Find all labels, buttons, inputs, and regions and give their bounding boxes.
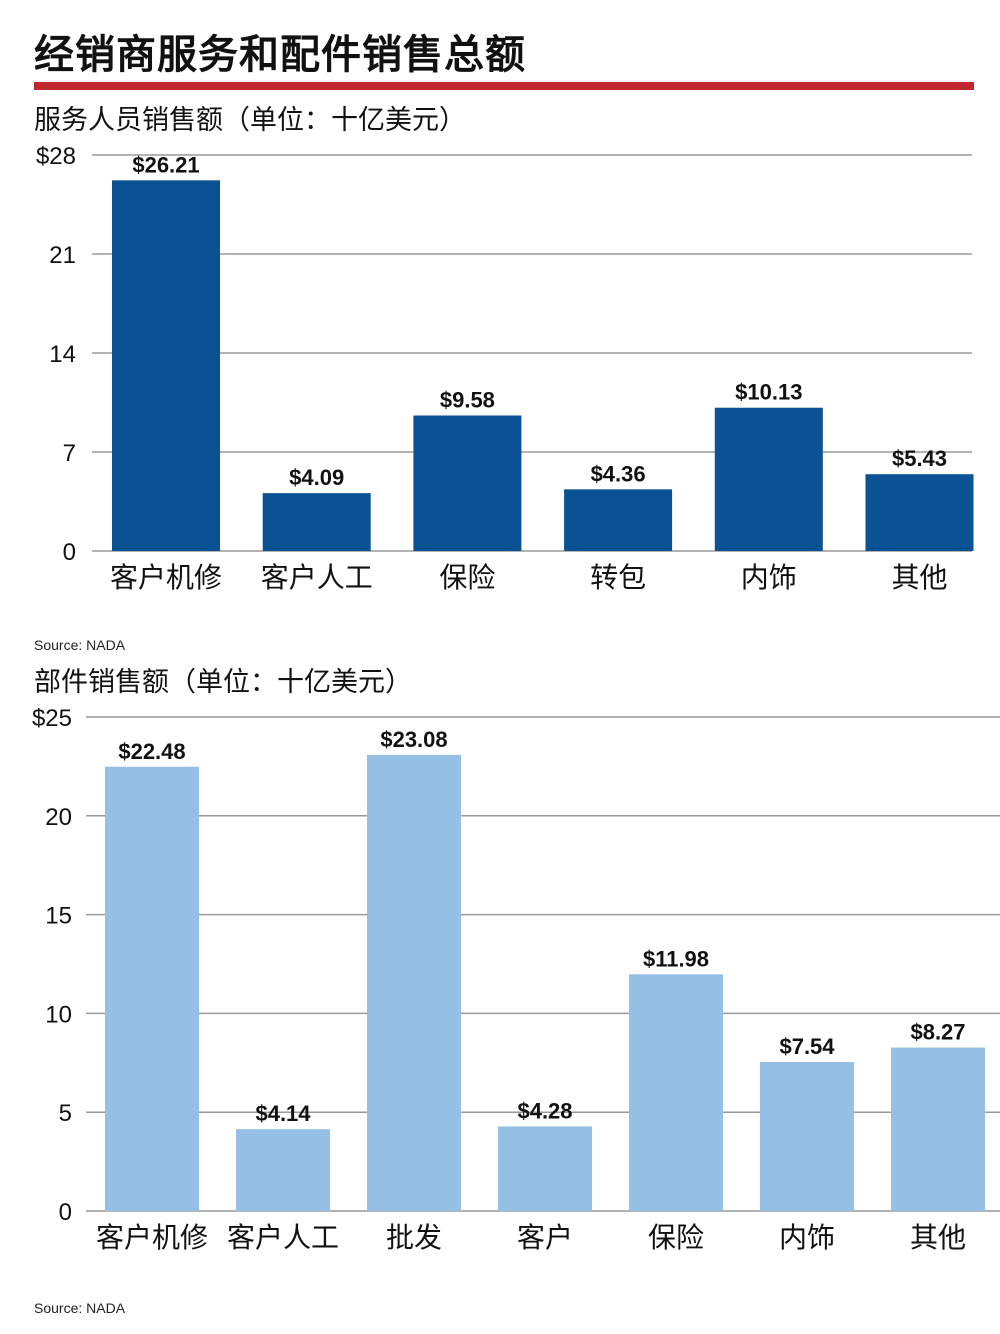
chart1-source: Source: NADA (34, 637, 126, 653)
y-tick-label: 7 (63, 440, 76, 467)
y-tick-label: 0 (59, 1199, 72, 1226)
bar-value-label: $4.14 (255, 1101, 311, 1126)
y-tick-label: $28 (36, 143, 76, 170)
bar-value-label: $26.21 (132, 152, 199, 177)
category-label: 客户机修 (96, 1221, 208, 1254)
bar (112, 180, 220, 551)
bar-value-label: $9.58 (440, 388, 495, 413)
y-tick-label: 20 (45, 804, 72, 831)
chart2-source: Source: NADA (34, 1300, 126, 1316)
bar-value-label: $10.13 (735, 380, 802, 405)
bar (498, 1126, 592, 1211)
chart2-title: 部件销售额（单位：十亿美元） (34, 667, 412, 698)
bar-value-label: $22.48 (118, 739, 185, 764)
title-rule (34, 82, 974, 90)
bar-value-label: $7.54 (779, 1034, 835, 1059)
bar (564, 489, 673, 551)
y-tick-label: 15 (45, 903, 72, 930)
y-tick-label: 21 (49, 242, 76, 269)
category-label: 客户人工 (227, 1221, 339, 1254)
y-tick-label: 5 (59, 1100, 72, 1127)
bar-value-label: $4.36 (591, 461, 646, 486)
bar (367, 754, 461, 1211)
category-label: 客户 (517, 1221, 573, 1254)
category-label: 内饰 (741, 561, 797, 594)
y-tick-label: 0 (63, 539, 76, 566)
category-label: 客户机修 (110, 561, 222, 594)
bar (760, 1062, 854, 1211)
bar (236, 1129, 330, 1211)
bar (865, 474, 974, 551)
bar (629, 974, 723, 1211)
parts-sales-chart: 0 5 10 15 20 $25 $22.48 客户机修 $4.14 客户人工 $23.08 批发 $4… (32, 705, 1000, 1254)
y-tick-label: 10 (45, 1001, 72, 1028)
category-label: 保险 (648, 1221, 704, 1254)
chart1-title: 服务人员销售额（单位：十亿美元） (34, 105, 466, 136)
y-tick-label: $25 (32, 705, 72, 732)
category-label: 保险 (439, 561, 495, 594)
bar (714, 407, 823, 551)
bar (262, 493, 371, 551)
category-label: 客户人工 (261, 561, 373, 594)
category-label: 其他 (910, 1221, 966, 1254)
bar-value-label: $11.98 (643, 946, 709, 971)
bar (105, 766, 199, 1211)
bar-value-label: $4.09 (289, 465, 344, 490)
bar-value-label: $4.28 (517, 1098, 572, 1123)
category-label: 批发 (386, 1221, 442, 1254)
page-title: 经销商服务和配件销售总额 (34, 32, 526, 78)
bar (891, 1047, 985, 1211)
y-tick-label: 14 (49, 341, 76, 368)
category-label: 转包 (590, 561, 646, 594)
category-label: 内饰 (779, 1221, 835, 1254)
category-label: 其他 (891, 561, 947, 594)
bar-value-label: $8.27 (910, 1020, 965, 1045)
bar (413, 415, 522, 551)
bar-value-label: $5.43 (892, 446, 947, 471)
service-sales-chart: 0 7 14 21 $28 $26.21 客户机修 $4.09 客户人工 $9.58 保险 $4.36… (36, 143, 974, 594)
bar-value-label: $23.08 (380, 727, 447, 752)
